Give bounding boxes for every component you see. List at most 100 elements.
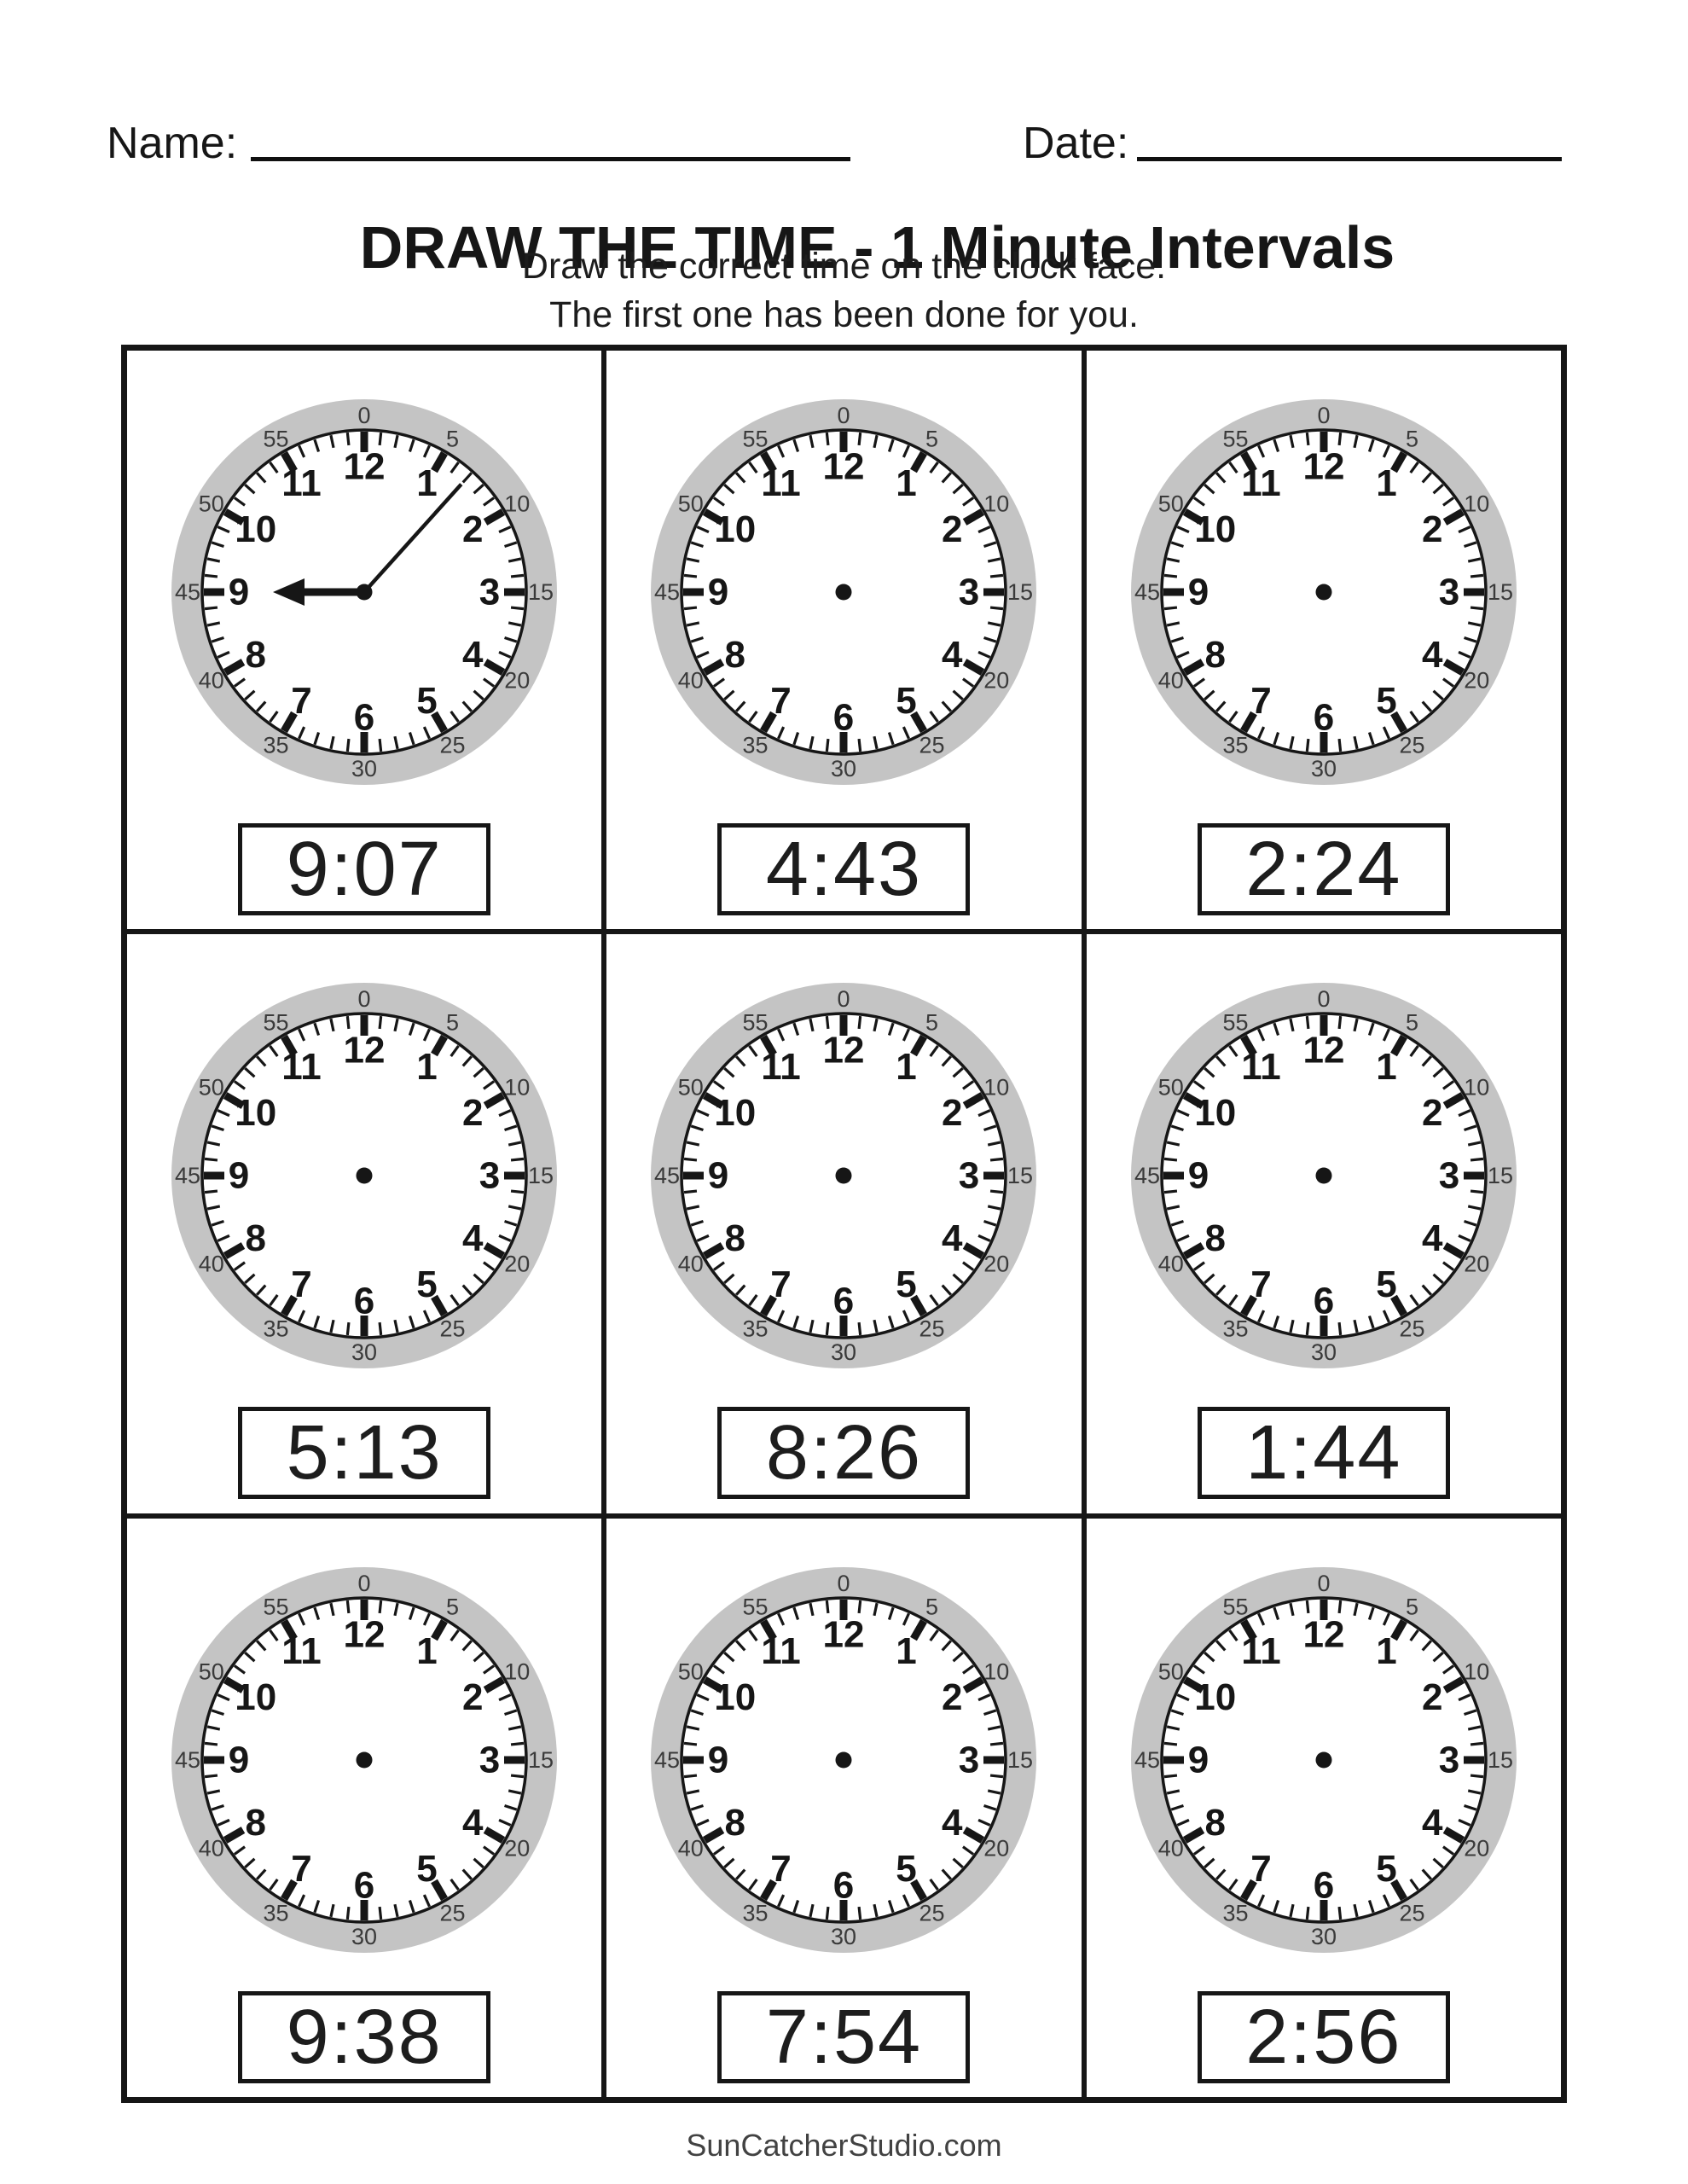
hour-number: 1 [1376,1630,1396,1672]
minute-label: 15 [528,1747,554,1773]
hour-number: 10 [1194,1092,1236,1134]
minute-label: 25 [1399,1316,1424,1342]
hour-number: 6 [833,697,854,739]
hour-number: 3 [479,1739,500,1780]
hour-number: 2 [462,1092,483,1134]
minute-label: 25 [1399,732,1424,758]
hour-number: 6 [1314,1864,1334,1906]
tick-marks [683,1599,1005,1920]
hour-number: 10 [235,508,276,550]
minute-label: 30 [1311,1339,1337,1365]
time-label: 1:44 [1245,1410,1402,1496]
date-field: Date: [1023,114,1563,166]
minute-label: 40 [199,668,224,694]
time-label: 5:13 [286,1410,443,1496]
minute-label: 55 [1222,1594,1248,1619]
hour-number: 5 [416,1847,437,1889]
time-box: 2:56 [1197,1990,1450,2083]
time-label: 4:43 [765,827,923,912]
hour-number: 10 [1194,508,1236,550]
hour-number: 11 [281,1630,322,1672]
minute-label: 20 [984,1835,1010,1861]
hour-number: 7 [1250,1847,1271,1889]
hour-number: 6 [354,1281,374,1322]
minute-label: 5 [446,1594,459,1619]
minute-label: 40 [1157,1252,1183,1277]
minute-label: 10 [504,491,530,517]
center-dot [356,584,373,601]
date-input-line[interactable] [1137,118,1563,161]
worksheet-cell: 0 5 10 15 20 25 30 35 40 45 50 55 12 1 2 3 4 5 6 7 8 9 10 11 2:2… [1086,351,1561,930]
minute-label: 55 [264,1010,289,1036]
tick-marks [204,1015,525,1337]
footer-credit: SunCatcherStudio.com [686,2128,1002,2163]
worksheet-cell: 0 5 10 15 20 25 30 35 40 45 50 55 12 1 2 3 4 5 6 7 8 9 10 11 8:2… [606,934,1082,1513]
hour-number: 8 [246,1802,266,1844]
minute-label: 35 [743,732,769,758]
hour-number: 7 [771,680,792,722]
minute-label: 5 [1406,427,1418,452]
hour-number: 12 [344,1613,386,1655]
hour-number: 5 [416,1263,437,1305]
hour-number: 3 [1439,1155,1459,1197]
minute-label: 50 [199,1075,224,1101]
hour-number: 8 [1204,1802,1225,1844]
name-input-line[interactable] [251,118,851,161]
minute-label: 15 [1007,1163,1033,1188]
center-dot [1315,584,1332,601]
minute-label: 25 [919,1900,945,1926]
minute-label: 50 [678,1075,704,1101]
minute-label: 30 [351,756,377,781]
time-box: 9:38 [238,1990,491,2083]
minute-label: 10 [1464,1075,1489,1101]
minute-label: 30 [1311,1924,1337,1949]
hour-number: 1 [896,462,917,504]
worksheet-cell: 0 5 10 15 20 25 30 35 40 45 50 55 12 1 2 3 4 5 6 7 8 9 10 11 2:5… [1086,1518,1561,2097]
hour-number: 11 [762,1630,802,1672]
hour-number: 8 [1204,634,1225,676]
hour-number: 9 [229,572,249,613]
minute-label: 5 [925,427,938,452]
minute-label: 10 [984,1075,1010,1101]
minute-label: 35 [743,1900,769,1926]
hour-number: 11 [1241,1047,1281,1089]
minute-label: 25 [440,1316,466,1342]
time-box: 1:44 [1197,1407,1450,1500]
minute-label: 30 [831,1339,856,1365]
hour-number: 12 [1302,1030,1344,1072]
minute-label: 25 [919,1316,945,1342]
hour-number: 10 [715,1092,757,1134]
hour-number: 9 [708,1739,728,1780]
time-box: 4:43 [717,823,971,915]
hour-number: 6 [354,1864,374,1906]
hour-number: 8 [725,1802,745,1844]
minute-label: 0 [358,1571,371,1596]
hour-number: 12 [344,446,386,488]
hour-number: 5 [896,1847,917,1889]
minute-label: 10 [1464,491,1489,517]
minute-label: 0 [838,1571,850,1596]
hour-number: 5 [896,1263,917,1305]
hour-number: 12 [1302,1613,1344,1655]
instructions-line-1: Draw the correct time on the clock face. [521,246,1167,287]
hour-number: 3 [479,1155,500,1197]
hour-number: 12 [823,1613,865,1655]
minute-label: 50 [199,1658,224,1684]
minute-label: 30 [1311,756,1337,781]
minute-label: 15 [1488,1163,1513,1188]
minute-label: 0 [838,986,850,1012]
hour-number: 3 [1439,1739,1459,1780]
